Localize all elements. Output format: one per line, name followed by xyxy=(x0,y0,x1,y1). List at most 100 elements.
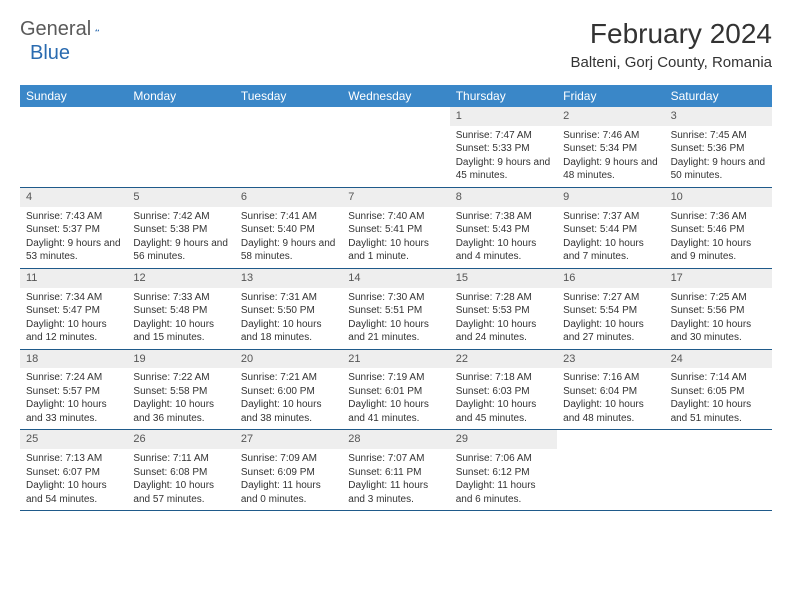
daylight-line: Daylight: 10 hours and 1 minute. xyxy=(348,237,443,264)
week-row: 18Sunrise: 7:24 AMSunset: 5:57 PMDayligh… xyxy=(20,350,772,431)
day-number: 17 xyxy=(665,269,772,288)
daylight-line: Daylight: 11 hours and 6 minutes. xyxy=(456,479,551,506)
sunset-line: Sunset: 6:04 PM xyxy=(563,385,658,399)
day-number: 20 xyxy=(235,350,342,369)
sunset-line: Sunset: 6:08 PM xyxy=(133,466,228,480)
day-body: Sunrise: 7:25 AMSunset: 5:56 PMDaylight:… xyxy=(665,288,772,349)
day-cell: 29Sunrise: 7:06 AMSunset: 6:12 PMDayligh… xyxy=(450,430,557,510)
day-body: Sunrise: 7:22 AMSunset: 5:58 PMDaylight:… xyxy=(127,368,234,429)
day-cell: 28Sunrise: 7:07 AMSunset: 6:11 PMDayligh… xyxy=(342,430,449,510)
sunrise-line: Sunrise: 7:36 AM xyxy=(671,210,766,224)
sunset-line: Sunset: 6:07 PM xyxy=(26,466,121,480)
sunset-line: Sunset: 6:00 PM xyxy=(241,385,336,399)
day-body: Sunrise: 7:07 AMSunset: 6:11 PMDaylight:… xyxy=(342,449,449,510)
daylight-line: Daylight: 10 hours and 48 minutes. xyxy=(563,398,658,425)
daylight-line: Daylight: 10 hours and 38 minutes. xyxy=(241,398,336,425)
daylight-line: Daylight: 9 hours and 48 minutes. xyxy=(563,156,658,183)
sunrise-line: Sunrise: 7:41 AM xyxy=(241,210,336,224)
day-body: Sunrise: 7:42 AMSunset: 5:38 PMDaylight:… xyxy=(127,207,234,268)
day-number: 7 xyxy=(342,188,449,207)
day-cell: 12Sunrise: 7:33 AMSunset: 5:48 PMDayligh… xyxy=(127,269,234,349)
day-cell: 8Sunrise: 7:38 AMSunset: 5:43 PMDaylight… xyxy=(450,188,557,268)
day-body: Sunrise: 7:37 AMSunset: 5:44 PMDaylight:… xyxy=(557,207,664,268)
weekday-header-row: SundayMondayTuesdayWednesdayThursdayFrid… xyxy=(20,85,772,107)
sunrise-line: Sunrise: 7:38 AM xyxy=(456,210,551,224)
sunrise-line: Sunrise: 7:47 AM xyxy=(456,129,551,143)
sunset-line: Sunset: 5:37 PM xyxy=(26,223,121,237)
sunrise-line: Sunrise: 7:18 AM xyxy=(456,371,551,385)
empty-cell xyxy=(557,430,664,510)
sunrise-line: Sunrise: 7:07 AM xyxy=(348,452,443,466)
sunset-line: Sunset: 5:56 PM xyxy=(671,304,766,318)
day-cell: 20 Sunrise: 7:21 AMSunset: 6:00 PMDayligh… xyxy=(235,350,342,430)
day-cell: 25Sunrise: 7:13 AMSunset: 6:07 PMDayligh… xyxy=(20,430,127,510)
day-body: Sunrise: 7:28 AMSunset: 5:53 PMDaylight:… xyxy=(450,288,557,349)
daylight-line: Daylight: 9 hours and 56 minutes. xyxy=(133,237,228,264)
sunrise-line: Sunrise: 7:25 AM xyxy=(671,291,766,305)
daylight-line: Daylight: 10 hours and 41 minutes. xyxy=(348,398,443,425)
day-number: 11 xyxy=(20,269,127,288)
sunset-line: Sunset: 6:03 PM xyxy=(456,385,551,399)
day-cell: 13Sunrise: 7:31 AMSunset: 5:50 PMDayligh… xyxy=(235,269,342,349)
day-number: 29 xyxy=(450,430,557,449)
weekday-header: Sunday xyxy=(20,85,127,107)
sunrise-line: Sunrise: 7:13 AM xyxy=(26,452,121,466)
daylight-line: Daylight: 10 hours and 27 minutes. xyxy=(563,318,658,345)
day-number: 10 xyxy=(665,188,772,207)
title-block: February 2024 Balteni, Gorj County, Roma… xyxy=(571,18,772,71)
day-cell: 15Sunrise: 7:28 AMSunset: 5:53 PMDayligh… xyxy=(450,269,557,349)
sunrise-line: Sunrise: 7:45 AM xyxy=(671,129,766,143)
sunset-line: Sunset: 5:51 PM xyxy=(348,304,443,318)
day-cell: 23Sunrise: 7:16 AMSunset: 6:04 PMDayligh… xyxy=(557,350,664,430)
daylight-line: Daylight: 9 hours and 45 minutes. xyxy=(456,156,551,183)
day-body: Sunrise: 7:43 AMSunset: 5:37 PMDaylight:… xyxy=(20,207,127,268)
daylight-line: Daylight: 10 hours and 24 minutes. xyxy=(456,318,551,345)
day-number: 6 xyxy=(235,188,342,207)
day-cell: 18Sunrise: 7:24 AMSunset: 5:57 PMDayligh… xyxy=(20,350,127,430)
day-number: 4 xyxy=(20,188,127,207)
day-cell: 26Sunrise: 7:11 AMSunset: 6:08 PMDayligh… xyxy=(127,430,234,510)
day-cell: 17Sunrise: 7:25 AMSunset: 5:56 PMDayligh… xyxy=(665,269,772,349)
day-number: 5 xyxy=(127,188,234,207)
day-number: 21 xyxy=(342,350,449,369)
month-title: February 2024 xyxy=(571,18,772,50)
sunrise-line: Sunrise: 7:06 AM xyxy=(456,452,551,466)
weekday-header: Saturday xyxy=(665,85,772,107)
day-body: Sunrise: 7:38 AMSunset: 5:43 PMDaylight:… xyxy=(450,207,557,268)
day-body: Sunrise: 7:36 AMSunset: 5:46 PMDaylight:… xyxy=(665,207,772,268)
weekday-header: Monday xyxy=(127,85,234,107)
sunrise-line: Sunrise: 7:16 AM xyxy=(563,371,658,385)
day-body: Sunrise: 7:14 AMSunset: 6:05 PMDaylight:… xyxy=(665,368,772,429)
week-row: 4Sunrise: 7:43 AMSunset: 5:37 PMDaylight… xyxy=(20,188,772,269)
day-body: Sunrise: 7:41 AMSunset: 5:40 PMDaylight:… xyxy=(235,207,342,268)
empty-cell xyxy=(665,430,772,510)
day-body: Sunrise: 7:09 AMSunset: 6:09 PMDaylight:… xyxy=(235,449,342,510)
day-cell: 1Sunrise: 7:47 AMSunset: 5:33 PMDaylight… xyxy=(450,107,557,187)
day-body: Sunrise: 7:16 AMSunset: 6:04 PMDaylight:… xyxy=(557,368,664,429)
day-body: Sunrise: 7:11 AMSunset: 6:08 PMDaylight:… xyxy=(127,449,234,510)
day-number: 13 xyxy=(235,269,342,288)
empty-cell xyxy=(20,107,127,187)
sunset-line: Sunset: 5:47 PM xyxy=(26,304,121,318)
day-number: 16 xyxy=(557,269,664,288)
day-body: Sunrise: 7:18 AMSunset: 6:03 PMDaylight:… xyxy=(450,368,557,429)
day-number: 8 xyxy=(450,188,557,207)
day-body: Sunrise: 7:19 AMSunset: 6:01 PMDaylight:… xyxy=(342,368,449,429)
day-cell: 4Sunrise: 7:43 AMSunset: 5:37 PMDaylight… xyxy=(20,188,127,268)
day-cell: 6Sunrise: 7:41 AMSunset: 5:40 PMDaylight… xyxy=(235,188,342,268)
sunset-line: Sunset: 5:36 PM xyxy=(671,142,766,156)
location-text: Balteni, Gorj County, Romania xyxy=(571,54,772,71)
day-number: 19 xyxy=(127,350,234,369)
sunrise-line: Sunrise: 7:42 AM xyxy=(133,210,228,224)
sunset-line: Sunset: 5:40 PM xyxy=(241,223,336,237)
sunrise-line: Sunrise: 7:21 AM xyxy=(241,371,336,385)
day-body: Sunrise: 7:27 AMSunset: 5:54 PMDaylight:… xyxy=(557,288,664,349)
week-row: 1Sunrise: 7:47 AMSunset: 5:33 PMDaylight… xyxy=(20,107,772,188)
daylight-line: Daylight: 10 hours and 45 minutes. xyxy=(456,398,551,425)
weekday-header: Friday xyxy=(557,85,664,107)
sunrise-line: Sunrise: 7:09 AM xyxy=(241,452,336,466)
sunrise-line: Sunrise: 7:11 AM xyxy=(133,452,228,466)
day-cell: 19Sunrise: 7:22 AMSunset: 5:58 PMDayligh… xyxy=(127,350,234,430)
weekday-header: Wednesday xyxy=(342,85,449,107)
day-number: 26 xyxy=(127,430,234,449)
